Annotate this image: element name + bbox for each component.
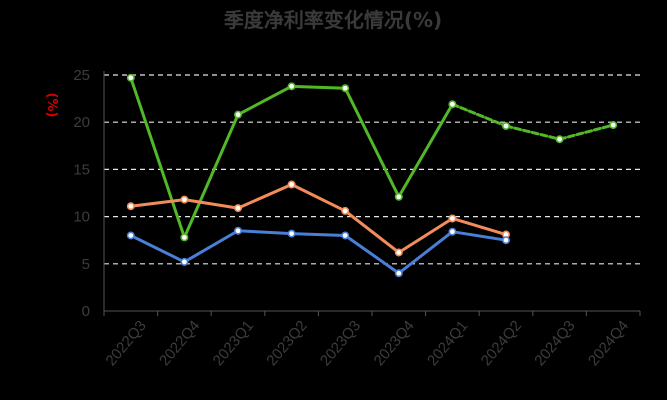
axes [103,71,641,316]
x-tick-label: 2023Q1 [210,317,257,369]
series-2-point [234,226,243,235]
series-0-point [180,233,189,242]
series-0-point [341,84,350,93]
series-2-point [287,229,296,238]
series-2-segment [129,233,186,264]
series-0-segment [182,113,240,239]
series-0-point [126,73,135,82]
series-2-segment [450,230,508,242]
series-1-point [180,195,189,204]
y-axis-label: (%) [44,93,59,118]
series-lines [129,76,615,275]
series-0-segment [504,124,562,141]
x-tick-label: 2024Q3 [531,317,578,369]
series-2-segment [182,229,240,264]
x-tick-label: 2023Q4 [370,317,417,369]
series-1-segment [450,216,508,237]
y-tick-label: 0 [82,303,90,320]
series-2-segment [290,232,347,237]
series-0-point [501,121,510,130]
x-tick-labels: 2022Q3 2022Q4 2023Q1 2023Q2 2023Q3 2023Q4 2024… [102,317,632,369]
series-0-point [394,192,403,201]
series-0-segment [343,86,401,199]
x-tick-label: 2024Q2 [478,317,525,369]
series-0-segment [290,84,347,90]
y-tick-label: 20 [73,114,90,131]
series-1-point [126,202,135,211]
series-1-segment [397,216,454,254]
series-0-point [448,100,457,109]
series-0-segment [558,123,615,141]
series-0-point [609,121,618,130]
series-1-point [448,214,457,223]
x-tick-label: 2023Q2 [263,317,310,369]
series-1-segment [290,183,347,213]
series-1-point [341,206,350,215]
series-2-point [126,231,135,240]
series-1-segment [236,183,294,210]
series-2-point [341,231,350,240]
series-1-point [394,248,403,257]
series-0-segment [236,84,294,117]
series-2-segment [343,233,401,275]
series-1-segment [182,198,240,210]
y-tick-label: 15 [73,161,90,178]
series-1-segment [343,209,401,254]
series-2-segment [236,229,294,236]
series-1-point [287,180,296,189]
series-0-segment [397,102,454,199]
series-points [126,73,618,278]
y-tick-label: 10 [73,209,90,226]
series-1-point [234,204,243,213]
x-tick-label: 2024Q4 [585,317,632,369]
series-2-point [180,257,189,266]
y-tick-label: 5 [82,256,90,273]
series-0-point [287,82,296,91]
y-tick-labels: 0 5 10 15 20 25 [73,67,90,320]
x-tick-label: 2022Q4 [156,317,203,369]
series-0-point [234,110,243,119]
series-0-segment [129,76,186,239]
x-tick-label: 2024Q1 [424,317,471,369]
chart-title: 季度净利率变化情况(%) [223,8,442,32]
series-2-point [501,236,510,245]
x-tick-label: 2023Q3 [317,317,364,369]
series-2-point [448,227,457,236]
series-2-segment [397,230,454,275]
x-tick-label: 2022Q3 [102,317,149,369]
y-tick-label: 25 [73,67,90,84]
series-1-segment [129,198,186,208]
series-2-point [394,269,403,278]
series-0-point [555,135,564,144]
series-0-segment [450,102,508,128]
